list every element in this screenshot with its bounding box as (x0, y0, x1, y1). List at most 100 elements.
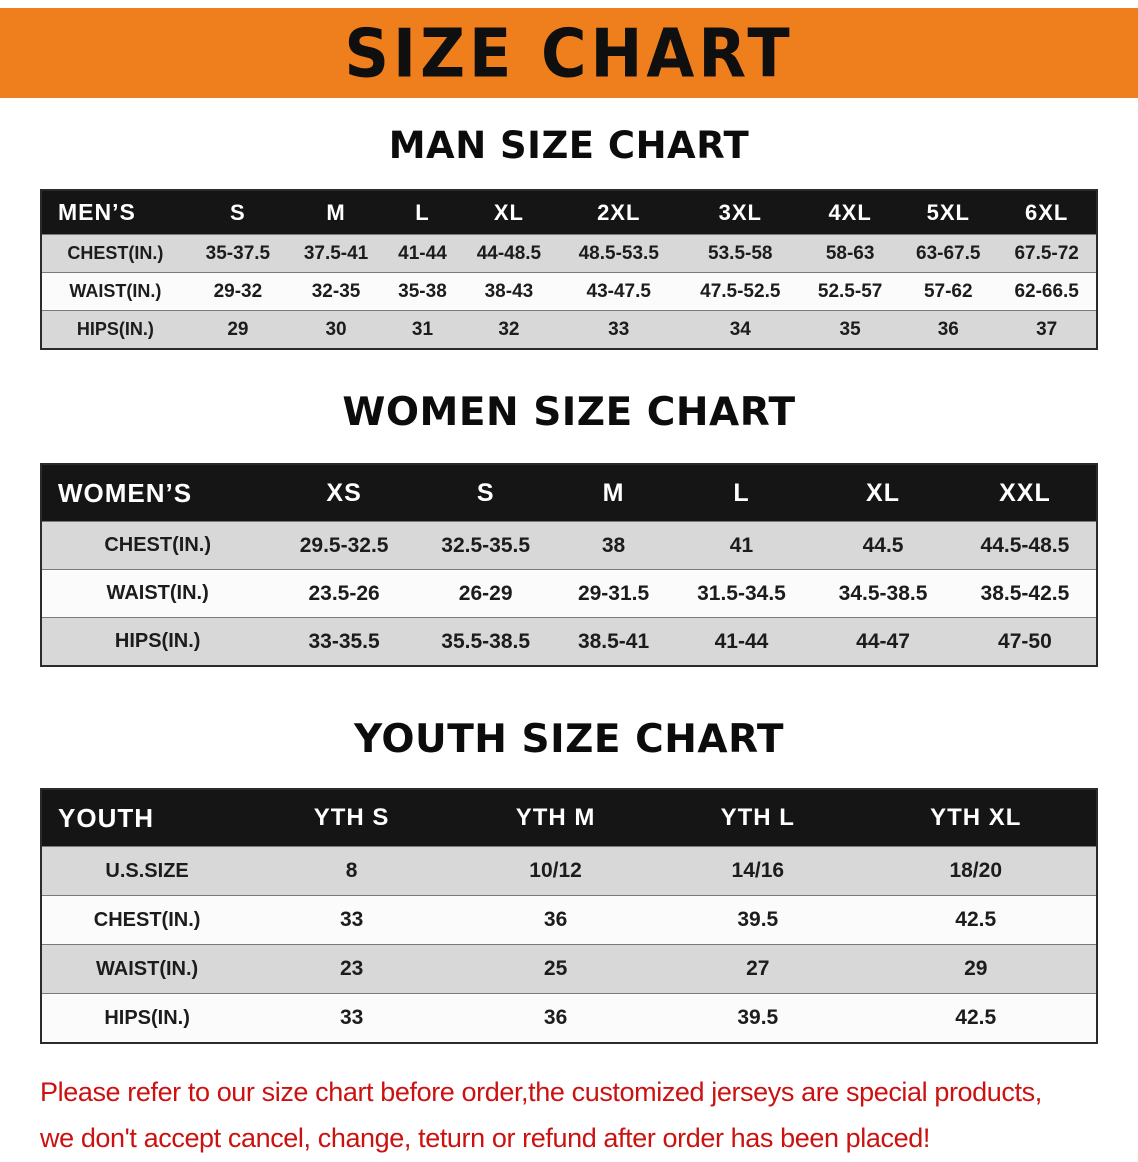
size-value-cell: 33-35.5 (308, 629, 380, 653)
row-label: HIPS(IN.) (76, 319, 154, 339)
size-value-cell: 29-31.5 (577, 581, 650, 605)
size-value-cell: 18/20 (949, 859, 1003, 882)
size-value-cell: 23.5-26 (308, 581, 380, 605)
size-chart-page: SIZE CHART MAN SIZE CHART MEN’S S M L XL 2XL 3… (0, 8, 1138, 1162)
women-section-title: WOMEN SIZE CHART (342, 390, 796, 435)
size-value-cell: 47.5-52.5 (700, 280, 781, 302)
size-value-cell: 38 (601, 533, 626, 557)
size-value-cell: 58-63 (825, 242, 875, 264)
size-value-cell: 52.5-57 (817, 280, 883, 302)
size-value-cell: 67.5-72 (1014, 242, 1079, 264)
measurement-row: U.S.SIZE 8 10/12 14/16 18/20 (41, 846, 1097, 896)
size-value-cell: 44.5 (862, 533, 904, 557)
size-column-header: YTH XL (855, 789, 1097, 847)
size-column-header: L (670, 464, 813, 522)
size-value-cell: 30 (325, 318, 347, 340)
size-value-cell: 41-44 (398, 242, 447, 264)
size-value-cell: 32-35 (311, 280, 361, 302)
size-value-cell: 62-66.5 (1014, 280, 1079, 302)
measurement-row: CHEST(IN.) 33 36 39.5 42.5 (41, 895, 1097, 945)
size-column-header: 6XL (997, 190, 1097, 235)
men-size-table: MEN’S S M L XL 2XL 3XL 4XL 5XL 6XL CHEST(IN.) 35-37… (40, 189, 1098, 350)
size-value-cell: 35-38 (398, 280, 447, 302)
row-label: U.S.SIZE (105, 859, 189, 882)
size-value-cell: 29-32 (213, 280, 263, 302)
row-label: WAIST(IN.) (69, 281, 162, 301)
size-column-header: S (414, 464, 557, 522)
measurement-row: WAIST(IN.) 29-32 32-35 35-38 38-43 43-47.5 47.… (41, 272, 1097, 311)
size-value-cell: 44-48.5 (476, 242, 542, 264)
youth-size-table: YOUTH YTH S YTH M YTH L YTH XL U.S.SIZE 8 10/12… (40, 788, 1098, 1044)
size-value-cell: 8 (345, 859, 358, 882)
size-value-cell: 47-50 (998, 629, 1052, 653)
size-value-cell: 34 (729, 318, 751, 340)
disclaimer: Please refer to our size chart before or… (40, 1070, 1138, 1162)
size-value-cell: 39.5 (737, 908, 779, 931)
row-label: HIPS(IN.) (114, 630, 201, 652)
women-size-table: WOMEN’S XS S M L XL XXL CHEST(IN.) 29.5-32.5 32.5… (40, 463, 1098, 667)
table-corner-label: MEN’S (41, 190, 189, 235)
man-size-chart-section: MAN SIZE CHART MEN’S S M L XL 2XL 3XL 4XL 5XL 6XL… (0, 124, 1138, 350)
size-value-cell: 43-47.5 (586, 280, 651, 302)
row-label: WAIST(IN.) (106, 582, 209, 604)
size-value-cell: 14/16 (731, 859, 785, 882)
size-value-cell: 41 (729, 533, 754, 557)
size-value-cell: 31.5-34.5 (697, 581, 786, 605)
size-value-cell: 32.5-35.5 (441, 533, 531, 557)
size-column-header: L (385, 190, 460, 235)
size-value-cell: 25 (543, 957, 568, 980)
size-value-cell: 33 (339, 908, 364, 931)
table-corner-label: YOUTH (41, 789, 253, 847)
row-label: CHEST(IN.) (93, 908, 201, 931)
size-value-cell: 35-37.5 (205, 242, 271, 264)
disclaimer-line-2: we don't accept cancel, change, teturn o… (40, 1122, 930, 1153)
size-value-cell: 29.5-32.5 (299, 533, 389, 557)
row-label: CHEST(IN.) (67, 243, 164, 263)
size-value-cell: 29 (227, 318, 249, 340)
page-title: SIZE CHART (344, 13, 794, 93)
size-value-cell: 36 (543, 908, 568, 931)
row-label: CHEST(IN.) (104, 534, 211, 556)
measurement-row: CHEST(IN.) 35-37.5 37.5-41 41-44 44-48.5 48.5… (41, 234, 1097, 273)
youth-size-chart-section: YOUTH SIZE CHART YOUTH YTH S YTH M YTH L YTH… (0, 717, 1138, 1044)
size-value-cell: 10/12 (529, 859, 582, 882)
size-column-header: 5XL (899, 190, 998, 235)
table-header-row: YOUTH YTH S YTH M YTH L YTH XL (41, 789, 1097, 847)
size-column-header: M (286, 190, 386, 235)
size-value-cell: 33 (339, 1006, 364, 1029)
size-column-header: XL (812, 464, 954, 522)
size-value-cell: 31 (411, 318, 434, 340)
youth-section-title: YOUTH SIZE CHART (354, 717, 784, 762)
size-value-cell: 44-47 (856, 629, 910, 653)
size-value-cell: 36 (937, 318, 959, 340)
size-value-cell: 38.5-42.5 (980, 581, 1070, 605)
size-value-cell: 38.5-41 (577, 629, 650, 653)
size-value-cell: 29 (964, 957, 988, 980)
size-value-cell: 27 (746, 957, 770, 980)
measurement-row: HIPS(IN.) 33-35.5 35.5-38.5 38.5-41 41-44 44-… (41, 617, 1097, 666)
table-header-row: MEN’S S M L XL 2XL 3XL 4XL 5XL 6XL (41, 190, 1097, 235)
measurement-row: HIPS(IN.) 29 30 31 32 33 34 35 36 37 (41, 310, 1097, 349)
size-value-cell: 33 (608, 318, 630, 340)
women-size-chart-section: WOMEN SIZE CHART WOMEN’S XS S M L XL XXL CHEST(… (0, 390, 1138, 667)
size-column-header: XS (273, 464, 415, 522)
row-label: HIPS(IN.) (104, 1006, 190, 1029)
size-column-header: S (188, 190, 287, 235)
size-column-header: 2XL (557, 190, 680, 235)
size-value-cell: 34.5-38.5 (838, 581, 928, 605)
measurement-row: WAIST(IN.) 23.5-26 26-29 29-31.5 31.5-34.5 34… (41, 569, 1097, 618)
size-value-cell: 23 (339, 957, 364, 980)
size-column-header: 3XL (679, 190, 802, 235)
size-value-cell: 63-67.5 (916, 242, 981, 264)
size-value-cell: 37.5-41 (303, 242, 369, 264)
size-value-cell: 38-43 (484, 280, 534, 302)
size-value-cell: 32 (498, 318, 520, 340)
size-column-header: XXL (953, 464, 1097, 522)
size-column-header: XL (459, 190, 558, 235)
size-value-cell: 42.5 (955, 908, 997, 931)
size-value-cell: 41-44 (714, 629, 769, 653)
measurement-row: HIPS(IN.) 33 36 39.5 42.5 (41, 993, 1097, 1043)
size-value-cell: 42.5 (955, 1006, 997, 1029)
disclaimer-line-1: Please refer to our size chart before or… (40, 1077, 1042, 1107)
table-header-row: WOMEN’S XS S M L XL XXL (41, 464, 1097, 522)
